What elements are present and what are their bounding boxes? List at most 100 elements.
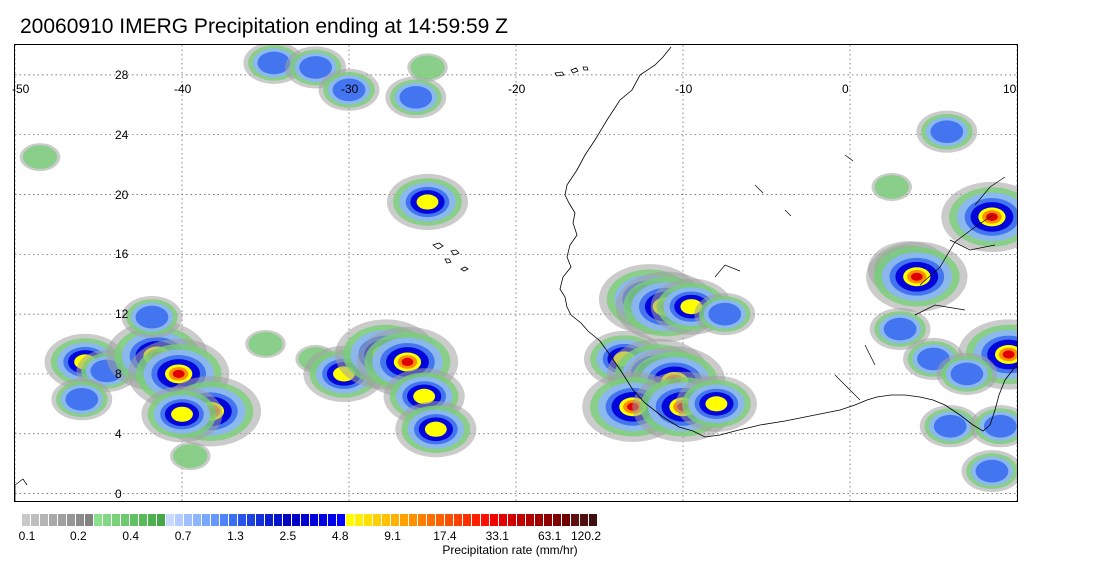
lat-tick-label: 12: [115, 307, 129, 322]
colorbar-swatch: [364, 514, 373, 526]
colorbar-swatch: [490, 514, 499, 526]
colorbar-swatch: [409, 514, 418, 526]
colorbar-swatch: [220, 514, 229, 526]
canary-islands: [554, 66, 589, 77]
colorbar-swatch: [184, 514, 193, 526]
colorbar-swatch: [544, 514, 553, 526]
colorbar-swatch: [85, 514, 94, 526]
colorbar-swatch: [148, 514, 157, 526]
colorbar-tick: 120.2: [570, 529, 602, 543]
colorbar-swatch: [166, 514, 175, 526]
rain-contour: [399, 85, 433, 109]
rain-contour: [299, 56, 332, 79]
colorbar-swatch: [211, 514, 220, 526]
rain-contour: [883, 317, 917, 341]
colorbar-swatch: [553, 514, 562, 526]
colorbar-swatch: [400, 514, 409, 526]
colorbar-swatch: [130, 514, 139, 526]
map-panel: [14, 44, 1018, 502]
colorbar-swatch: [121, 514, 130, 526]
colorbar-tick: 0.1: [18, 529, 36, 543]
lat-tick-label: 20: [115, 187, 129, 202]
rain-contour: [171, 406, 193, 422]
colorbar-swatch: [463, 514, 472, 526]
rain-contour: [930, 120, 964, 144]
colorbar-swatch: [265, 514, 274, 526]
rain-contour: [705, 396, 728, 412]
colorbar-swatch: [193, 514, 202, 526]
rain-cell: [694, 293, 756, 336]
lat-tick-label: 24: [115, 127, 129, 142]
lat-tick-label: 8: [115, 366, 122, 381]
colorbar-swatch: [454, 514, 463, 526]
rain-cell: [386, 173, 469, 231]
colorbar-tick: 1.3: [227, 529, 244, 543]
rain-contour: [975, 459, 1009, 483]
rain-cell: [936, 352, 998, 395]
precipitation-field: [19, 45, 1017, 493]
colorbar-swatch: [508, 514, 517, 526]
colorbar-tick: 2.5: [279, 529, 297, 543]
colorbar-swatch: [22, 514, 31, 526]
rain-cell: [866, 241, 968, 312]
rain-cell: [916, 110, 978, 153]
colorbar-swatch: [256, 514, 265, 526]
rain-contour: [874, 175, 909, 199]
rain-cell: [961, 450, 1017, 493]
colorbar-swatch: [247, 514, 256, 526]
rain-cell: [19, 143, 61, 172]
colorbar-swatch: [535, 514, 544, 526]
rain-cell: [385, 76, 447, 119]
colorbar-swatch: [283, 514, 292, 526]
rain-cell: [969, 405, 1017, 448]
colorbar-swatch: [445, 514, 454, 526]
rain-cell: [170, 442, 211, 471]
rain-cell: [407, 53, 448, 82]
colorbar-swatch: [481, 514, 490, 526]
lon-tick-label: -40: [174, 82, 192, 96]
colorbar-swatch: [580, 514, 589, 526]
colorbar-swatch: [58, 514, 67, 526]
rain-contour: [424, 421, 447, 437]
rain-contour: [401, 357, 414, 367]
lat-tick-label: 0: [115, 486, 122, 501]
colorbar-tick: 17.4: [433, 529, 457, 543]
rain-contour: [410, 55, 445, 80]
colorbar-swatch: [427, 514, 436, 526]
rain-contour: [332, 78, 366, 102]
lon-tick-label: -10: [675, 82, 693, 96]
rain-contour: [65, 387, 99, 411]
rain-contour: [135, 305, 169, 329]
colorbar-swatch: [589, 514, 598, 526]
colorbar-swatch: [571, 514, 580, 526]
colorbar-swatch: [49, 514, 58, 526]
colorbar-swatch: [157, 514, 166, 526]
lon-tick-label: -20: [508, 82, 526, 96]
africa-coastline: [559, 46, 1016, 438]
rain-contour: [910, 272, 923, 281]
colorbar-swatch: [229, 514, 238, 526]
colorbar-swatch: [337, 514, 346, 526]
rain-contour: [933, 414, 967, 438]
lon-tick-label: 0: [842, 82, 849, 96]
colorbar-swatch: [517, 514, 526, 526]
rain-contour: [173, 444, 208, 469]
colorbar-swatch: [562, 514, 571, 526]
cape-verde-islands: [432, 242, 469, 272]
colorbar-swatch: [76, 514, 85, 526]
colorbar-tick: 4.8: [331, 529, 349, 543]
colorbar-swatch: [292, 514, 301, 526]
colorbar-swatch: [472, 514, 481, 526]
colorbar-swatch: [202, 514, 211, 526]
rain-contour: [950, 362, 984, 386]
colorbar-swatch: [31, 514, 40, 526]
colorbar-swatch: [301, 514, 310, 526]
rain-cell: [871, 172, 913, 202]
rain-contour: [257, 51, 291, 75]
rain-contour: [708, 302, 742, 326]
colorbar-tick: 63.1: [537, 529, 562, 543]
colorbar-tick: 0.2: [70, 529, 87, 543]
colorbar-swatch: [328, 514, 337, 526]
rain-cell: [121, 296, 183, 339]
rain-contour: [1002, 350, 1015, 359]
